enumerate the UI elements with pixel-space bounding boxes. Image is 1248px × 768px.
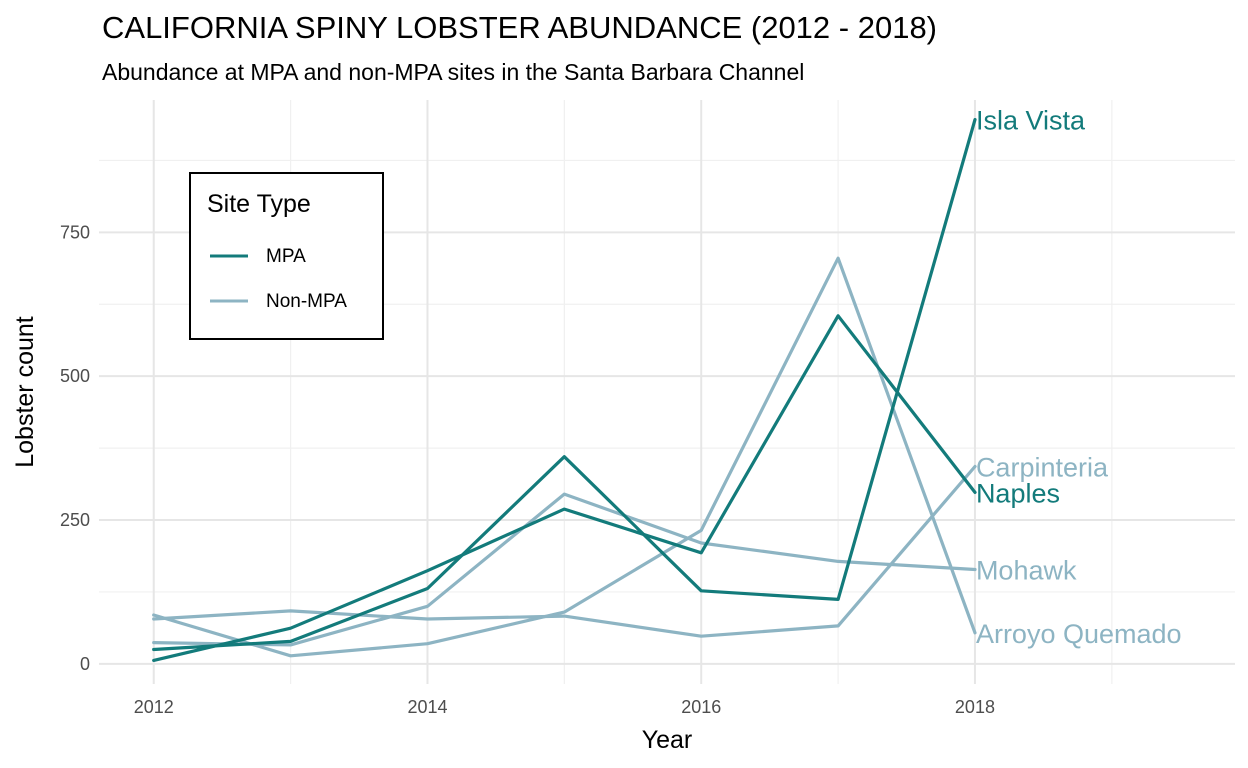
legend-label-non-mpa: Non-MPA xyxy=(266,291,347,312)
chart-title: CALIFORNIA SPINY LOBSTER ABUNDANCE (2012… xyxy=(102,10,938,45)
series-line-isla-vista xyxy=(152,117,977,652)
x-axis-title: Year xyxy=(642,726,693,754)
x-axis-ticks: 2012 2014 2016 2018 xyxy=(134,697,995,717)
y-tick-label: 750 xyxy=(60,222,90,242)
x-tick-label: 2012 xyxy=(134,697,174,717)
x-tick-label: 2016 xyxy=(681,697,721,717)
series-line-carpinteria xyxy=(152,464,977,638)
y-axis-title: Lobster count xyxy=(11,316,39,468)
chart-subtitle: Abundance at MPA and non-MPA sites in th… xyxy=(102,59,805,85)
series-line-mohawk xyxy=(152,492,977,647)
legend-title: Site Type xyxy=(207,190,311,218)
y-tick-label: 500 xyxy=(60,366,90,386)
legend: Site Type MPA Non-MPA xyxy=(189,172,384,340)
series-line-arroyo-quemado xyxy=(152,256,977,658)
series-lines xyxy=(152,117,977,663)
legend-label-mpa: MPA xyxy=(266,246,306,267)
end-label-carpinteria: Carpinteria xyxy=(976,453,1109,483)
x-tick-label: 2014 xyxy=(407,697,447,717)
y-tick-label: 0 xyxy=(80,654,90,674)
series-end-labels: Arroyo Quemado Carpinteria Mohawk Naples Isl… xyxy=(976,106,1182,649)
end-label-arroyo-quemado: Arroyo Quemado xyxy=(976,619,1182,649)
y-axis-ticks: 0 250 500 750 xyxy=(60,222,90,674)
end-label-mohawk: Mohawk xyxy=(976,556,1077,586)
x-tick-label: 2018 xyxy=(955,697,995,717)
y-tick-label: 250 xyxy=(60,510,90,530)
end-label-isla-vista: Isla Vista xyxy=(976,106,1086,136)
series-line-naples xyxy=(152,314,977,663)
end-label-naples: Naples xyxy=(976,478,1060,508)
